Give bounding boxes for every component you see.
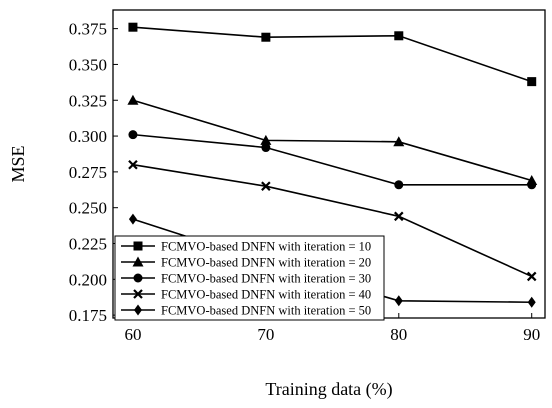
legend-entry: FCMVO-based DNFN with iteration = 30 [121,272,371,286]
series-line [132,99,532,182]
x-marker-stroke [394,211,404,222]
x-tick-label: 90 [523,325,540,344]
data-point [260,134,272,145]
data-point [127,94,139,105]
x-marker-stroke [128,159,138,170]
legend-label: FCMVO-based DNFN with iteration = 10 [161,240,371,254]
series-line [132,26,532,83]
data-point [394,31,404,41]
x-axis-ticks: 60 70 80 90 [124,313,540,344]
legend-entry: FCMVO-based DNFN with iteration = 50 [121,304,371,318]
series-4 [128,159,537,282]
y-tick-label: 0.250 [69,199,107,218]
x-axis-label: Training data (%) [265,379,392,400]
x-tick-label: 80 [390,325,407,344]
y-axis-label: MSE [8,145,28,182]
y-tick-label: 0.200 [69,270,107,289]
series-line [132,163,533,278]
legend-label: FCMVO-based DNFN with iteration = 40 [161,288,371,302]
data-point [526,271,537,282]
legend-label: FCMVO-based DNFN with iteration = 50 [161,304,371,318]
legend-entry: FCMVO-based DNFN with iteration = 40 [121,288,371,302]
x-marker-stroke [526,271,537,282]
y-tick-label: 0.350 [69,55,107,74]
y-tick-label: 0.325 [69,91,107,110]
legend-entry: FCMVO-based DNFN with iteration = 20 [121,256,371,270]
x-marker-stroke [261,181,271,191]
y-tick-label: 0.225 [69,235,107,254]
legend: FCMVO-based DNFN with iteration = 10 FCMV… [114,235,385,321]
data-point [261,32,271,42]
y-tick-label: 0.375 [69,20,107,39]
data-point [128,213,137,225]
series-3 [128,130,537,190]
series-line [132,133,532,186]
legend-label: FCMVO-based DNFN with iteration = 30 [161,272,371,286]
data-point [394,180,404,190]
legend-box [114,235,385,321]
data-point [527,180,537,190]
legend-entry: FCMVO-based DNFN with iteration = 10 [121,240,371,254]
data-point [393,136,405,147]
y-tick-label: 0.300 [69,127,107,146]
legend-marker [133,273,143,283]
legend-marker [132,256,144,267]
data-point [128,130,138,140]
data-point [527,296,536,308]
legend-marker [133,289,143,299]
data-point [527,77,537,87]
y-axis-ticks: 0.175 0.200 0.225 0.250 0.275 0.300 0.325 0.350… [69,20,118,325]
x-tick-label: 60 [124,325,141,344]
data-point [128,22,138,32]
y-tick-label: 0.275 [69,163,107,182]
series-1 [128,22,537,87]
y-tick-label: 0.175 [69,306,107,325]
data-point [394,295,403,307]
x-marker-stroke [133,289,143,299]
legend-label: FCMVO-based DNFN with iteration = 20 [161,256,371,270]
legend-marker [134,304,142,316]
data-point [128,159,138,170]
legend-marker [133,241,143,251]
data-point [261,143,271,153]
data-point [261,181,271,191]
data-point [394,211,404,222]
x-tick-label: 70 [257,325,274,344]
